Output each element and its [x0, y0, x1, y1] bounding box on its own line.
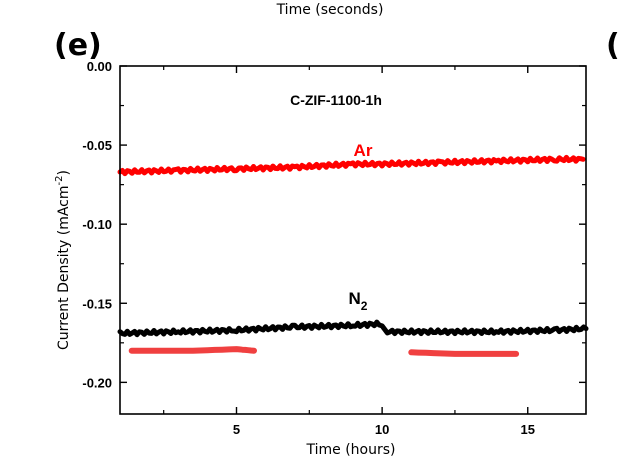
series-label-n2-sub: 2	[361, 299, 368, 313]
series-line-marker-2	[408, 349, 520, 357]
header-text: Time (seconds)	[276, 2, 384, 18]
series-line-ar	[117, 154, 586, 177]
y-tick-label: 0.00	[87, 59, 112, 74]
y-axis-title-close: )	[56, 170, 72, 175]
plot-frame	[119, 65, 587, 415]
series-line-marker-1	[128, 346, 257, 354]
y-tick-label: -0.05	[82, 138, 112, 153]
series-label-n2-main: N	[349, 289, 361, 308]
y-tick-label: -0.15	[82, 296, 112, 311]
y-axis-title-main: Current Density (mAcm	[56, 185, 72, 349]
series-line-n2	[117, 319, 589, 338]
chart-title: C-ZIF-1100-1h	[290, 92, 382, 108]
series-label-ar: Ar	[354, 141, 373, 160]
x-tick-label: 15	[521, 422, 535, 437]
y-tick-label: -0.20	[82, 375, 112, 390]
axis-ticks: 5 10 15 0.00 -0.05 -0.10 -0.15 -0.20	[82, 59, 586, 437]
series-label-n2: N2	[349, 289, 368, 313]
panel-label: (e)	[54, 28, 102, 63]
y-axis-title-sup: -2	[54, 176, 65, 186]
x-tick-label: 10	[375, 422, 389, 437]
x-axis-title: Time (hours)	[306, 442, 396, 458]
x-tick-label: 5	[233, 422, 240, 437]
y-tick-label: -0.10	[82, 217, 112, 232]
y-axis-title: Current Density (mAcm-2)	[54, 170, 72, 350]
plot-area	[117, 154, 589, 357]
next-panel-label: (	[606, 28, 620, 63]
